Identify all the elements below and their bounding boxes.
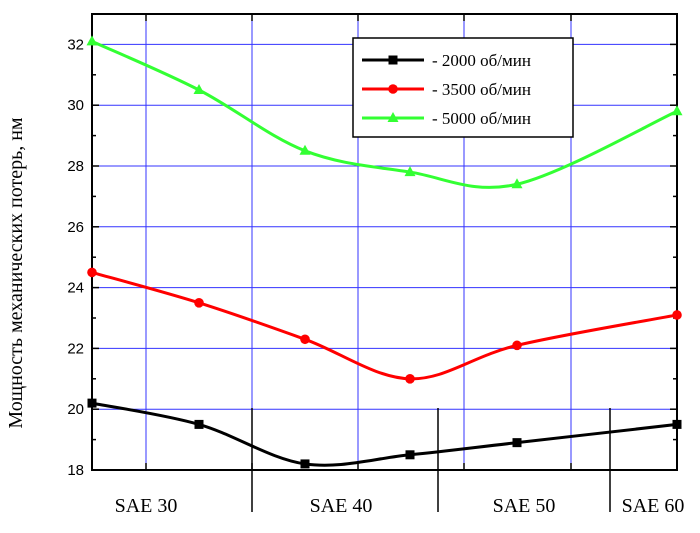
data-point bbox=[671, 105, 683, 116]
data-point bbox=[512, 438, 522, 448]
data-point bbox=[193, 84, 205, 94]
y-axis-label: Мощность механических потерь, нм bbox=[5, 117, 27, 429]
data-point bbox=[405, 374, 415, 384]
data-point bbox=[300, 334, 310, 345]
data-point bbox=[87, 398, 97, 408]
legend: - 2000 об/мин - 3500 об/мин - 5000 об/мин bbox=[352, 37, 574, 138]
data-point bbox=[672, 310, 682, 320]
data-point bbox=[404, 166, 416, 177]
group-label: SAE 50 bbox=[493, 495, 556, 517]
y-tick-label: 28 bbox=[67, 158, 84, 175]
y-tick-label: 32 bbox=[67, 36, 84, 53]
data-point bbox=[405, 450, 415, 460]
legend-label: - 5000 об/мин bbox=[432, 109, 531, 128]
plot-area bbox=[86, 35, 683, 469]
plot-frame bbox=[91, 13, 678, 471]
series-line bbox=[91, 401, 678, 467]
group-label: SAE 30 bbox=[115, 495, 178, 517]
data-point bbox=[87, 267, 97, 278]
legend-swatch-marker bbox=[388, 55, 398, 65]
group-label: SAE 40 bbox=[310, 495, 373, 517]
series-line bbox=[91, 39, 678, 189]
data-point bbox=[300, 459, 310, 469]
data-point bbox=[672, 419, 682, 429]
y-tick-label: 30 bbox=[67, 97, 84, 114]
legend-swatch-marker bbox=[388, 84, 398, 94]
group-label: SAE 60 bbox=[622, 495, 685, 517]
axes: 18 20 22 24 26 28 30 32 SAE 30 SAE 40 SAE 50 SAE 60 bbox=[67, 13, 685, 517]
data-point bbox=[86, 35, 98, 46]
data-point bbox=[299, 144, 311, 155]
legend-label: - 2000 об/мин bbox=[432, 51, 531, 70]
data-point bbox=[511, 178, 523, 189]
y-tick-label: 24 bbox=[67, 280, 84, 297]
legend-label: - 3500 об/мин bbox=[432, 80, 531, 99]
series-line bbox=[91, 270, 678, 381]
y-tick-label: 20 bbox=[67, 401, 84, 418]
data-point bbox=[512, 340, 522, 351]
data-point bbox=[194, 419, 204, 429]
y-tick-label: 26 bbox=[67, 219, 84, 236]
legend-swatch-marker bbox=[387, 112, 399, 122]
y-tick-label: 22 bbox=[67, 340, 84, 357]
data-point bbox=[194, 298, 204, 308]
y-tick-label: 18 bbox=[67, 462, 84, 479]
